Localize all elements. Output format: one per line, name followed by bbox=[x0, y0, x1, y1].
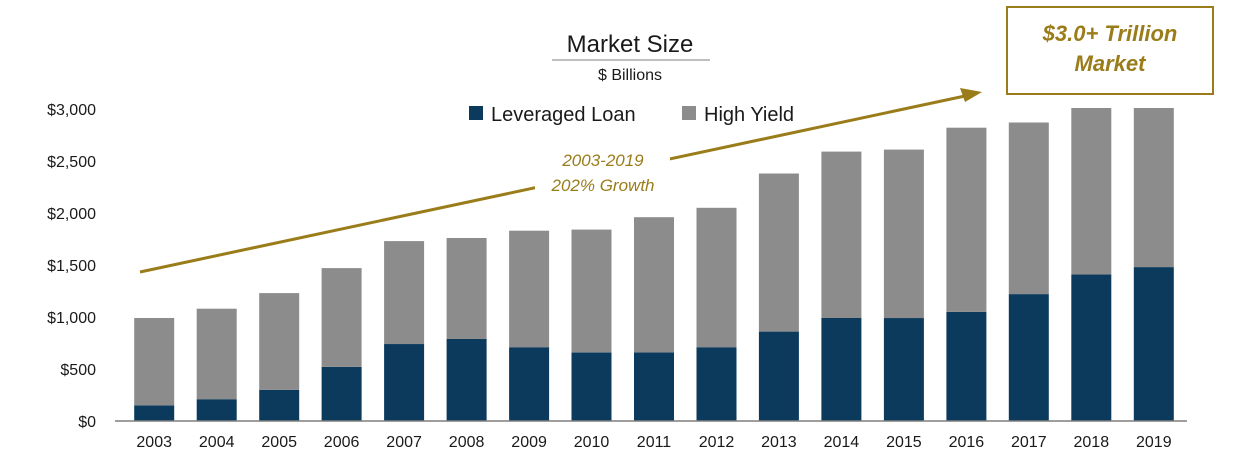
bar-leveraged-loan-2005 bbox=[259, 389, 300, 421]
bar-leveraged-loan-2014 bbox=[821, 318, 862, 421]
x-tick-label: 2017 bbox=[1011, 434, 1047, 451]
growth-arrowhead bbox=[960, 88, 982, 102]
y-tick-label: $500 bbox=[60, 362, 96, 379]
callout-line-1: $3.0+ Trillion bbox=[1042, 21, 1178, 46]
bar-high-yield-2013 bbox=[758, 173, 799, 332]
bar-leveraged-loan-2011 bbox=[634, 352, 674, 421]
x-tick-label: 2008 bbox=[449, 434, 485, 451]
x-tick-label: 2010 bbox=[574, 434, 610, 451]
x-tick-label: 2007 bbox=[386, 434, 422, 451]
x-tick-label: 2019 bbox=[1136, 434, 1172, 451]
legend-swatch-high-yield bbox=[682, 106, 696, 120]
bar-leveraged-loan-2006 bbox=[321, 366, 362, 421]
y-tick-label: $1,500 bbox=[47, 258, 96, 275]
legend-label-leveraged-loan: Leveraged Loan bbox=[491, 104, 636, 126]
y-axis-ticks: $0 $500 $1,000 $1,500 $2,000 $2,500 $3,000 bbox=[47, 102, 96, 431]
bar-high-yield-2018 bbox=[1071, 108, 1112, 275]
y-tick-label: $2,500 bbox=[47, 154, 96, 171]
callout-border bbox=[1006, 6, 1214, 95]
callout-line-2: Market bbox=[1075, 51, 1148, 76]
x-tick-label: 2016 bbox=[949, 434, 985, 451]
x-tick-label: 2011 bbox=[637, 434, 672, 451]
y-tick-label: $1,000 bbox=[47, 310, 96, 327]
growth-annotation-bg bbox=[535, 146, 670, 198]
bar-leveraged-loan-2004 bbox=[196, 399, 237, 421]
legend-swatch-leveraged-loan bbox=[469, 106, 483, 120]
bar-leveraged-loan-2016 bbox=[946, 311, 987, 421]
bar-high-yield-2009 bbox=[509, 230, 550, 348]
growth-percent-label: 202% Growth bbox=[551, 176, 655, 195]
bar-high-yield-2005 bbox=[259, 293, 300, 390]
x-tick-label: 2003 bbox=[136, 434, 172, 451]
bar-leveraged-loan-2007 bbox=[384, 344, 425, 421]
bar-high-yield-2007 bbox=[384, 241, 425, 345]
bar-high-yield-2010 bbox=[571, 229, 612, 353]
bar-high-yield-2008 bbox=[446, 238, 487, 339]
x-tick-label: 2018 bbox=[1074, 434, 1110, 451]
bar-high-yield-2016 bbox=[946, 127, 987, 312]
bar-leveraged-loan-2013 bbox=[758, 331, 799, 421]
bar-layer bbox=[134, 108, 1174, 421]
market-callout-box: $3.0+ Trillion Market bbox=[1006, 6, 1214, 95]
y-tick-label: $3,000 bbox=[47, 102, 96, 119]
legend-label-high-yield: High Yield bbox=[704, 104, 794, 126]
chart-subtitle: $ Billions bbox=[598, 67, 662, 84]
x-tick-label: 2004 bbox=[199, 434, 235, 451]
growth-annotation: 2003-2019 202% Growth bbox=[535, 146, 670, 198]
bar-leveraged-loan-2010 bbox=[571, 352, 612, 421]
x-tick-label: 2006 bbox=[324, 434, 360, 451]
bar-leveraged-loan-2019 bbox=[1133, 267, 1174, 421]
x-tick-label: 2014 bbox=[824, 434, 860, 451]
x-tick-label: 2015 bbox=[886, 434, 922, 451]
bar-high-yield-2003 bbox=[134, 318, 175, 406]
bar-leveraged-loan-2018 bbox=[1071, 274, 1112, 421]
x-tick-label: 2012 bbox=[699, 434, 735, 451]
x-tick-label: 2005 bbox=[261, 434, 297, 451]
bar-leveraged-loan-2008 bbox=[446, 338, 487, 421]
growth-period-label: 2003-2019 bbox=[561, 151, 644, 170]
bar-high-yield-2006 bbox=[321, 268, 362, 367]
bar-high-yield-2017 bbox=[1008, 122, 1049, 295]
legend: Leveraged Loan High Yield bbox=[469, 104, 794, 126]
bar-leveraged-loan-2012 bbox=[696, 347, 737, 421]
y-tick-label: $0 bbox=[78, 414, 96, 431]
chart-title: Market Size bbox=[567, 31, 694, 58]
x-tick-label: 2009 bbox=[511, 434, 547, 451]
bar-high-yield-2015 bbox=[883, 149, 924, 319]
y-tick-label: $2,000 bbox=[47, 206, 96, 223]
bar-leveraged-loan-2003 bbox=[134, 405, 175, 421]
x-tick-label: 2013 bbox=[761, 434, 797, 451]
bar-high-yield-2014 bbox=[821, 151, 862, 318]
bar-leveraged-loan-2009 bbox=[509, 347, 550, 421]
bar-high-yield-2019 bbox=[1133, 108, 1174, 268]
bar-leveraged-loan-2015 bbox=[883, 318, 924, 421]
bar-high-yield-2012 bbox=[696, 207, 737, 348]
bar-high-yield-2004 bbox=[196, 308, 237, 400]
x-axis-ticks: 2003 2004 2005 2006 2007 2008 2009 2010 2011 2012… bbox=[136, 434, 1171, 451]
bar-high-yield-2011 bbox=[634, 217, 674, 353]
bar-leveraged-loan-2017 bbox=[1008, 294, 1049, 421]
